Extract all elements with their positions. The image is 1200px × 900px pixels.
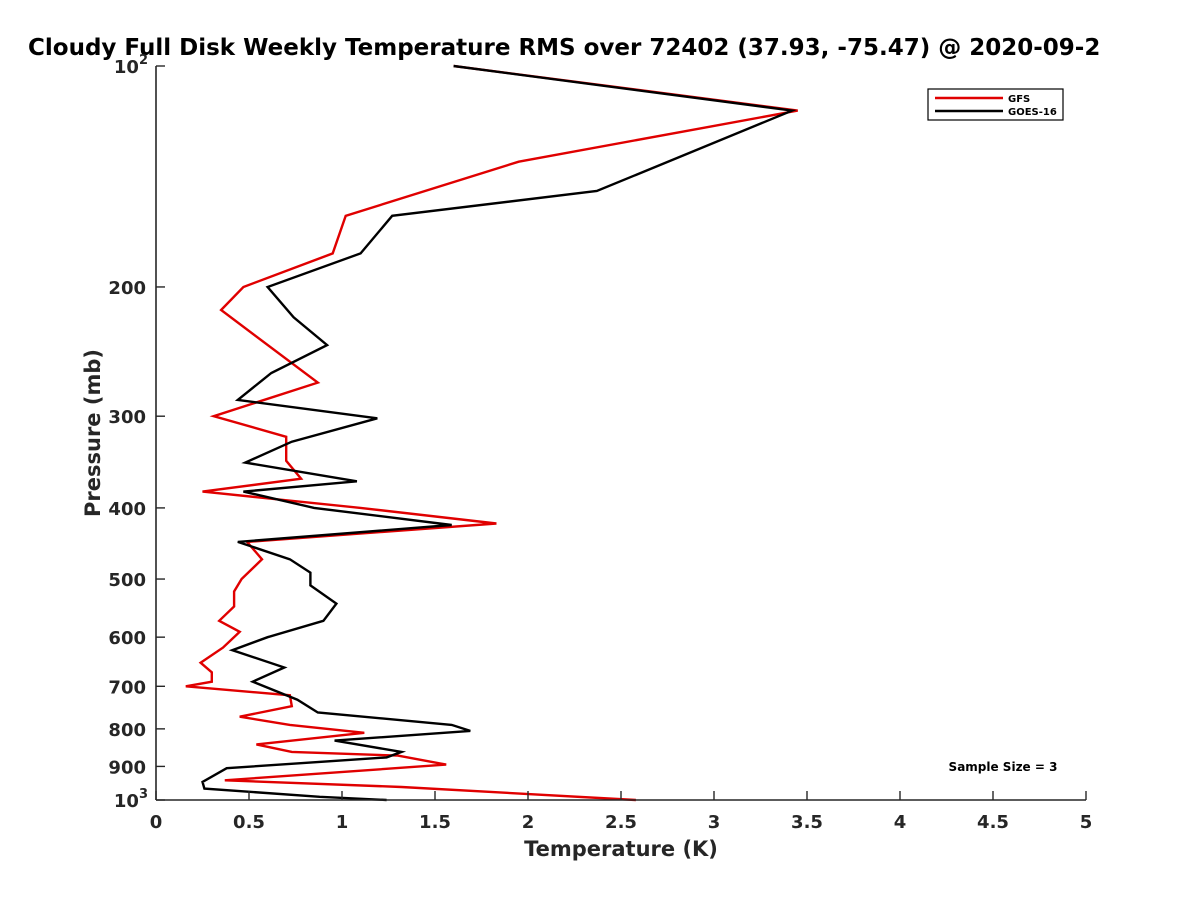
y-tick-base: 10 bbox=[114, 57, 139, 78]
y-axis-label: Pressure (mb) bbox=[81, 349, 105, 517]
series-line-gfs bbox=[185, 64, 798, 802]
x-tick-label: 3.5 bbox=[791, 812, 823, 833]
x-tick-label: 4.5 bbox=[977, 812, 1009, 833]
legend: GFS GOES-16 bbox=[927, 88, 1064, 121]
x-tick-label: 1.5 bbox=[419, 812, 451, 833]
legend-label: GFS bbox=[1008, 94, 1030, 105]
x-tick-label: 2.5 bbox=[605, 812, 637, 833]
x-tick-label: 1 bbox=[336, 812, 349, 833]
x-axis-label: Temperature (K) bbox=[524, 837, 718, 861]
series-layer bbox=[185, 64, 798, 802]
legend-box bbox=[927, 88, 1064, 121]
x-tick-label: 0 bbox=[150, 812, 163, 833]
y-tick-exponent: 2 bbox=[139, 53, 148, 68]
y-tick-label: 900 bbox=[108, 757, 146, 778]
y-tick-label: 800 bbox=[108, 720, 146, 741]
y-tick-label: 102 bbox=[114, 53, 148, 78]
x-tick-label: 4 bbox=[894, 812, 907, 833]
x-tick-label: 5 bbox=[1080, 812, 1093, 833]
y-tick-label: 700 bbox=[108, 677, 146, 698]
x-tick-label: 0.5 bbox=[233, 812, 265, 833]
y-tick-label: 500 bbox=[108, 570, 146, 591]
y-tick-label: 400 bbox=[108, 499, 146, 520]
y-tick-exponent: 3 bbox=[139, 787, 148, 802]
y-tick-label: 103 bbox=[114, 787, 148, 812]
plot-frame bbox=[156, 66, 1086, 800]
y-tick-label: 600 bbox=[108, 628, 146, 649]
x-tick-label: 2 bbox=[522, 812, 535, 833]
legend-label: GOES-16 bbox=[1008, 107, 1057, 118]
y-tick-label: 300 bbox=[108, 407, 146, 428]
y-tick-label: 200 bbox=[108, 278, 146, 299]
y-tick-base: 10 bbox=[114, 791, 139, 812]
sample-size-annotation: Sample Size = 3 bbox=[949, 760, 1058, 774]
series-line-goes-16 bbox=[201, 64, 797, 802]
ticks-layer: 0 0.5 1 1.5 2 2.5 3 3.5 4 4.5 51022003004005006007… bbox=[108, 53, 1092, 833]
chart-title: Cloudy Full Disk Weekly Temperature RMS … bbox=[28, 35, 1100, 61]
x-tick-label: 3 bbox=[708, 812, 721, 833]
